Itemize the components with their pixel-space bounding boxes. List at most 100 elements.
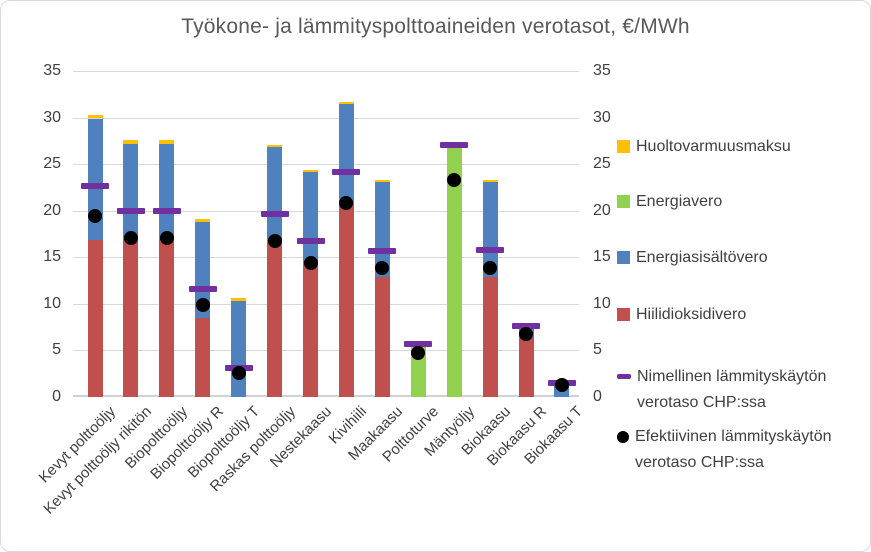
y-tick-label-left: 20	[43, 201, 61, 219]
y-tick-label-right: 20	[593, 201, 611, 219]
chp-nominal-marker	[152, 207, 181, 214]
gridline	[73, 257, 579, 258]
legend-swatch-dot-icon	[617, 431, 629, 443]
legend-item-label: Huoltovarmuusmaksu	[636, 138, 791, 155]
chart-title: Työkone- ja lämmityspolttoaineiden verot…	[181, 15, 690, 38]
bar-segment-energiavero	[446, 144, 462, 397]
bar-segment-hiilidioksidivero	[195, 318, 211, 397]
bar-segment-huoltovarmuusmaksu	[123, 140, 139, 144]
chp-effective-marker	[339, 196, 354, 211]
bar-segment-huoltovarmuusmaksu	[303, 169, 319, 172]
chp-effective-marker	[375, 260, 390, 275]
legend-item-2: Energiavero	[617, 189, 861, 215]
bar-segment-huoltovarmuusmaksu	[482, 180, 498, 182]
chp-effective-marker	[519, 326, 534, 341]
y-tick-label-left: 15	[43, 248, 61, 266]
chp-nominal-marker	[296, 237, 325, 244]
gridline	[73, 350, 579, 351]
chp-effective-marker	[231, 365, 246, 380]
chp-nominal-marker	[512, 323, 541, 330]
chp-effective-marker	[411, 346, 426, 361]
chp-nominal-marker	[188, 285, 217, 292]
bar-segment-huoltovarmuusmaksu	[195, 219, 211, 223]
chp-effective-marker	[554, 377, 569, 392]
chp-effective-marker	[88, 209, 102, 224]
legend-item-label: Hiilidioksidivero	[636, 306, 747, 323]
bar-segment-hiilidioksidivero	[159, 239, 175, 397]
gridline	[73, 118, 579, 119]
bar-segment-energiasisältövero	[195, 222, 211, 319]
bar-segment-energiasisältövero	[159, 143, 175, 240]
y-tick-label-left: 5	[52, 341, 61, 359]
legend-item-5: Nimellinen lämmityskäytön verotaso CHP:s…	[617, 364, 862, 416]
y-tick-label-left: 30	[43, 108, 61, 126]
legend-item-3: Energiasisältövero	[617, 245, 861, 271]
y-tick-label-right: 10	[593, 294, 611, 312]
y-tick-label-left: 10	[43, 294, 61, 312]
bar-segment-huoltovarmuusmaksu	[267, 144, 283, 148]
chp-nominal-marker	[476, 246, 505, 253]
bar-segment-energiasisältövero	[303, 171, 319, 266]
chp-effective-marker	[267, 234, 282, 249]
bar-segment-huoltovarmuusmaksu	[338, 101, 354, 104]
legend-item-label: Nimellinen lämmityskäytön verotaso CHP:s…	[637, 368, 827, 411]
legend-swatch-square-icon	[617, 195, 630, 208]
chart-legend: Huoltovarmuusmaksu Energiavero Energiasisä…	[615, 1, 865, 551]
chp-nominal-marker	[404, 340, 433, 347]
gridline	[73, 304, 579, 305]
chp-effective-marker	[447, 172, 462, 187]
bar-segment-hiilidioksidivero	[374, 276, 390, 397]
legend-item-label: Energiavero	[636, 193, 723, 210]
bar-segment-hiilidioksidivero	[518, 338, 534, 397]
legend-swatch-square-icon	[617, 140, 630, 153]
x-axis-line	[73, 395, 579, 397]
bar-segment-hiilidioksidivero	[87, 239, 103, 397]
bar-segment-energiasisältövero	[231, 301, 247, 397]
legend-item-1: Huoltovarmuusmaksu	[617, 134, 861, 160]
chp-nominal-marker	[116, 207, 145, 214]
y-tick-label-right: 15	[593, 248, 611, 266]
plot-area	[73, 71, 579, 397]
chp-nominal-marker	[440, 141, 469, 148]
y-tick-label-right: 30	[593, 108, 611, 126]
legend-item-4: Hiilidioksidivero	[617, 302, 861, 328]
gridline	[73, 211, 579, 212]
chp-nominal-marker	[260, 211, 289, 218]
chp-effective-marker	[123, 230, 138, 245]
gridline	[73, 164, 579, 165]
bar-segment-hiilidioksidivero	[482, 276, 498, 397]
bar-segment-hiilidioksidivero	[338, 201, 354, 397]
y-tick-label-right: 35	[593, 62, 611, 79]
y-tick-label-left: 0	[52, 388, 61, 405]
bar-segment-energiasisältövero	[338, 103, 354, 202]
chp-effective-marker	[303, 255, 318, 270]
chp-nominal-marker	[332, 168, 361, 175]
legend-item-label: Efektiivinen lämmityskäytön verotaso CHP…	[635, 428, 832, 471]
bar-segment-huoltovarmuusmaksu	[231, 297, 247, 302]
y-tick-label-right: 5	[593, 341, 602, 359]
legend-swatch-square-icon	[617, 308, 630, 321]
bar-segment-hiilidioksidivero	[123, 239, 139, 397]
bar-segment-energiasisältövero	[267, 147, 283, 244]
gridline	[73, 71, 579, 72]
bar-segment-huoltovarmuusmaksu	[159, 140, 175, 144]
legend-item-label: Energiasisältövero	[636, 249, 768, 266]
chp-nominal-marker	[368, 247, 397, 254]
y-tick-label-right: 25	[593, 155, 611, 173]
bar-segment-hiilidioksidivero	[267, 243, 283, 397]
y-tick-label-left: 35	[43, 62, 61, 79]
chp-effective-marker	[159, 230, 174, 245]
legend-item-6: Efektiivinen lämmityskäytön verotaso CHP…	[617, 424, 860, 476]
legend-swatch-square-icon	[617, 251, 630, 264]
chp-nominal-marker	[81, 183, 109, 190]
y-tick-label-right: 0	[593, 388, 602, 405]
bar-segment-huoltovarmuusmaksu	[374, 180, 390, 182]
y-tick-label-left: 25	[43, 155, 61, 173]
chp-effective-marker	[483, 261, 498, 276]
bar-segment-energiasisältövero	[482, 181, 498, 277]
legend-swatch-dash-icon	[617, 374, 631, 379]
chp-effective-marker	[195, 297, 210, 312]
bar-segment-hiilidioksidivero	[303, 265, 319, 397]
bar-segment-huoltovarmuusmaksu	[87, 115, 103, 119]
